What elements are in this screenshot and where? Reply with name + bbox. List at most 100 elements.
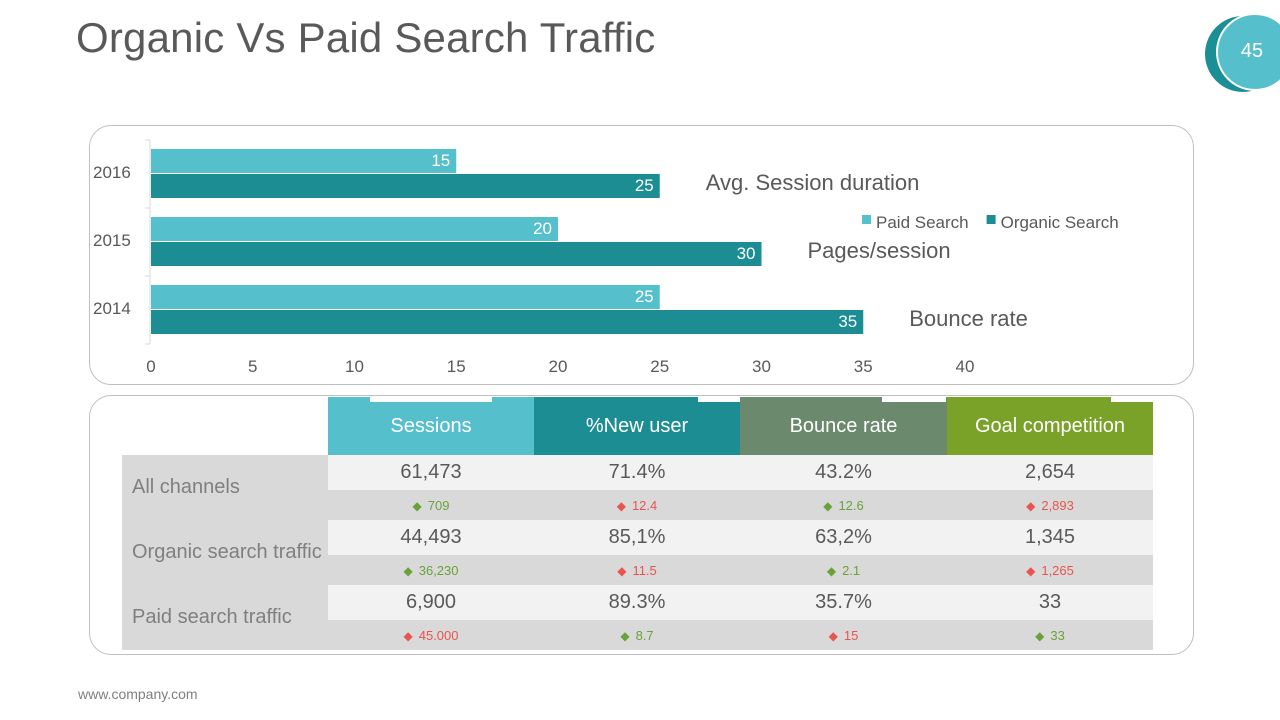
column-header: Sessions <box>328 397 534 455</box>
table-value: 33 <box>947 585 1153 620</box>
x-tick-label: 25 <box>650 357 669 376</box>
delta-cell: ◆ 8.7 <box>534 620 740 650</box>
delta-value: 11.5 <box>632 562 657 578</box>
table-value: 71.4% <box>534 455 740 490</box>
bar-data-label: 30 <box>737 244 756 263</box>
header-notch <box>882 397 946 402</box>
column-header-label: Sessions <box>390 414 472 437</box>
legend-swatch <box>986 215 996 224</box>
delta-value: 33 <box>1050 627 1065 643</box>
bar-paid-search <box>151 285 660 309</box>
column-header: Goal competition <box>947 397 1153 455</box>
delta-value: 36,230 <box>418 562 459 578</box>
x-tick-label: 40 <box>956 357 975 376</box>
green-diamond-icon: ◆ <box>823 498 833 513</box>
table-delta-row: ◆ 709 ◆ 12.4 ◆ 12.6 ◆ 2,893 <box>122 490 1153 520</box>
row-label: All channels <box>122 455 328 520</box>
delta-value: 709 <box>427 497 450 513</box>
table-row: All channels 61,473 71.4% 43.2% 2,654 <box>122 455 1153 520</box>
bar-paid-search <box>151 149 457 173</box>
delta-value: 2.1 <box>842 562 861 578</box>
delta-value: 12.6 <box>838 497 864 513</box>
category-label: 2014 <box>93 299 131 318</box>
bar-data-label: 15 <box>431 151 450 170</box>
bar-annotation: Bounce rate <box>909 306 1028 331</box>
delta-cell: ◆ 709 <box>328 490 534 520</box>
header-notch <box>370 397 492 402</box>
red-diamond-icon: ◆ <box>1026 498 1036 513</box>
table-delta-row: ◆ 36,230 ◆ 11.5 ◆ 2.1 ◆ 1,265 <box>122 555 1153 585</box>
green-diamond-icon: ◆ <box>412 498 422 513</box>
delta-cell: ◆ 2.1 <box>740 555 947 585</box>
footer-url: www.company.com <box>78 686 198 702</box>
x-tick-label: 30 <box>752 357 771 376</box>
bar-annotation: Pages/session <box>808 238 951 263</box>
kpi-table: Sessions %New user Bounce rate Goal competi… <box>122 397 1153 650</box>
bar-paid-search <box>151 217 558 241</box>
table-value: 63,2% <box>740 520 947 555</box>
delta-cell: ◆ 33 <box>947 620 1153 650</box>
header-notch <box>698 397 748 402</box>
bar-data-label: 35 <box>838 312 857 331</box>
green-diamond-icon: ◆ <box>1035 628 1045 643</box>
x-tick-label: 10 <box>345 357 364 376</box>
category-label: 2016 <box>93 163 131 182</box>
bar-data-label: 25 <box>635 176 654 195</box>
legend-label: Paid Search <box>876 213 969 232</box>
page-number: 45 <box>1240 40 1264 62</box>
table-value: 44,493 <box>328 520 534 555</box>
column-header-label: %New user <box>585 414 689 437</box>
delta-value: 45.000 <box>418 627 459 643</box>
table-value: 2,654 <box>947 455 1153 490</box>
row-label: Paid search traffic <box>122 585 328 650</box>
bar-chart: 2016 2015 2014 15 20 25 25 30 35 0 5 10 15 20 25 30 35 40… <box>93 139 1119 376</box>
row-label: Organic search traffic <box>122 520 328 585</box>
red-diamond-icon: ◆ <box>1026 563 1036 578</box>
column-header: Bounce rate <box>740 397 947 455</box>
table-row: Paid search traffic 6,900 89.3% 35.7% 33 <box>122 585 1153 650</box>
bar-organic-search <box>151 174 660 198</box>
header-notch <box>1111 397 1153 402</box>
legend-label: Organic Search <box>1001 213 1119 232</box>
delta-cell: ◆ 1,265 <box>947 555 1153 585</box>
bar-annotation: Avg. Session duration <box>706 170 920 195</box>
delta-cell: ◆ 11.5 <box>534 555 740 585</box>
category-label: 2015 <box>93 231 131 250</box>
table-value: 89.3% <box>534 585 740 620</box>
green-diamond-icon: ◆ <box>826 563 837 578</box>
table-row: Organic search traffic 44,493 85,1% 63,2% 1,… <box>122 520 1153 585</box>
column-header-label: Goal competition <box>974 414 1126 437</box>
delta-value: 12.4 <box>631 497 658 513</box>
red-diamond-icon: ◆ <box>403 628 413 643</box>
badge-inner-circle <box>1216 14 1280 91</box>
red-diamond-icon: ◆ <box>828 628 838 643</box>
green-diamond-icon: ◆ <box>620 628 630 643</box>
delta-value: 1,265 <box>1041 562 1074 578</box>
table-value: 6,900 <box>328 585 534 620</box>
table-value: 35.7% <box>740 585 947 620</box>
table-value: 1,345 <box>947 520 1153 555</box>
x-tick-label: 5 <box>248 357 257 376</box>
delta-cell: ◆ 36,230 <box>328 555 534 585</box>
bar-data-label: 20 <box>533 219 552 238</box>
green-diamond-icon: ◆ <box>403 563 413 578</box>
delta-value: 8.7 <box>635 627 654 643</box>
delta-cell: ◆ 45.000 <box>328 620 534 650</box>
delta-value: 2,893 <box>1041 497 1074 513</box>
bar-organic-search <box>151 242 762 266</box>
page-number-badge <box>1205 14 1280 92</box>
table-corner <box>122 397 328 455</box>
red-diamond-icon: ◆ <box>617 563 627 578</box>
table-value: 85,1% <box>534 520 740 555</box>
table-value: 43.2% <box>740 455 947 490</box>
x-tick-label: 20 <box>549 357 568 376</box>
legend-swatch <box>862 215 871 224</box>
column-header-label: Bounce rate <box>789 414 898 437</box>
x-tick-label: 0 <box>146 357 155 376</box>
bar-data-label: 25 <box>635 287 654 306</box>
x-tick-label: 15 <box>447 357 466 376</box>
delta-cell: ◆ 12.6 <box>740 490 947 520</box>
x-tick-label: 35 <box>854 357 873 376</box>
delta-cell: ◆ 12.4 <box>534 490 740 520</box>
delta-cell: ◆ 2,893 <box>947 490 1153 520</box>
